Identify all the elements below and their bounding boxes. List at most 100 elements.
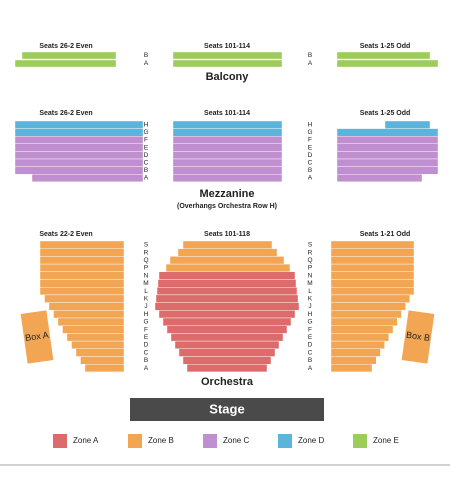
row-letter: G	[143, 129, 148, 136]
row-letter: P	[308, 265, 312, 272]
row-letter: H	[144, 311, 149, 318]
legend-label: Zone E	[373, 436, 399, 445]
seat-row	[169, 256, 285, 265]
seat-row	[172, 173, 283, 182]
row-letter: A	[144, 175, 149, 182]
legend-swatch	[203, 434, 217, 448]
seat-row	[330, 294, 411, 303]
seat-row	[39, 256, 125, 265]
seat-row	[330, 348, 381, 357]
section-label: Seats 1-25 Odd	[360, 110, 411, 117]
seat-row	[14, 166, 144, 175]
legend-label: Zone B	[148, 436, 174, 445]
row-letter: Q	[307, 257, 312, 264]
seat-row	[178, 348, 276, 357]
row-letter: A	[308, 175, 313, 182]
seat-row	[330, 333, 389, 342]
row-letter: M	[307, 280, 312, 287]
row-letter: B	[308, 357, 312, 364]
row-letter: G	[307, 319, 312, 326]
box-seat	[20, 310, 54, 364]
legend-swatch	[278, 434, 292, 448]
seat-row	[172, 120, 283, 129]
row-letter: G	[143, 319, 148, 326]
seat-row	[39, 248, 125, 257]
section-label: Seats 101-114	[204, 43, 250, 50]
seat-row	[14, 128, 144, 137]
seat-row	[14, 135, 144, 144]
seat-row	[62, 325, 125, 334]
seat-row	[177, 248, 278, 257]
row-letter: B	[308, 167, 312, 174]
orchestra-title: Orchestra	[201, 376, 254, 388]
seat-row	[14, 59, 117, 68]
row-letter: E	[308, 334, 313, 341]
seat-row	[154, 302, 300, 311]
row-letter: A	[144, 365, 149, 372]
seat-row	[44, 294, 125, 303]
seat-row	[330, 364, 373, 373]
row-letter: D	[308, 342, 313, 349]
seat-row	[21, 51, 117, 60]
seat-row	[330, 310, 402, 319]
seat-row	[75, 348, 125, 357]
seat-row	[158, 310, 296, 319]
seat-row	[336, 158, 439, 167]
seat-row	[39, 279, 125, 288]
seat-row	[336, 128, 439, 137]
row-letter: A	[308, 365, 313, 372]
row-letter: J	[144, 303, 147, 310]
seat-row	[162, 317, 292, 326]
row-letter: H	[308, 311, 313, 318]
seat-row	[172, 128, 283, 137]
seat-row	[330, 279, 415, 288]
box-label: Box A	[25, 330, 50, 343]
legend-label: Zone D	[298, 436, 324, 445]
seat-row	[336, 51, 431, 60]
legend-swatch	[353, 434, 367, 448]
section-label: Seats 26-2 Even	[39, 43, 92, 50]
row-letter: P	[144, 265, 148, 272]
seat-row	[336, 135, 439, 144]
row-letter: F	[144, 137, 148, 144]
row-letter: B	[144, 167, 148, 174]
row-letter: R	[308, 249, 313, 256]
seat-row	[182, 240, 273, 249]
seat-row	[66, 333, 125, 342]
seat-row	[330, 317, 398, 326]
seat-row	[84, 364, 125, 373]
section-label: Seats 22-2 Even	[39, 231, 92, 238]
box-label: Box B	[406, 330, 431, 343]
seat-row	[330, 256, 415, 265]
row-letter: S	[144, 242, 149, 249]
seat-row	[174, 340, 280, 350]
row-letter: F	[308, 326, 312, 333]
seat-row	[39, 240, 125, 249]
seat-row	[336, 166, 439, 175]
seat-row	[157, 279, 297, 288]
row-letter: F	[308, 137, 312, 144]
seat-row	[330, 271, 415, 280]
legend-swatch	[128, 434, 142, 448]
box-seat	[401, 310, 435, 364]
row-letter: D	[144, 152, 149, 159]
seat-row	[31, 173, 144, 182]
row-letter: L	[144, 288, 148, 295]
seat-row	[336, 151, 439, 160]
seat-row	[14, 143, 144, 152]
section-label: Seats 101-114	[204, 110, 250, 117]
row-letter: H	[308, 122, 313, 129]
row-letter: M	[143, 280, 148, 287]
legend-label: Zone A	[73, 436, 99, 445]
seat-row	[14, 151, 144, 160]
row-letter: C	[144, 349, 149, 356]
row-letter: F	[144, 326, 148, 333]
seat-row	[384, 120, 431, 129]
row-letter: B	[144, 52, 148, 59]
seat-row	[330, 240, 415, 249]
seat-row	[182, 356, 272, 365]
row-letter: J	[308, 303, 311, 310]
seat-row	[172, 166, 283, 175]
seat-row	[330, 263, 415, 273]
seat-row	[170, 333, 284, 342]
